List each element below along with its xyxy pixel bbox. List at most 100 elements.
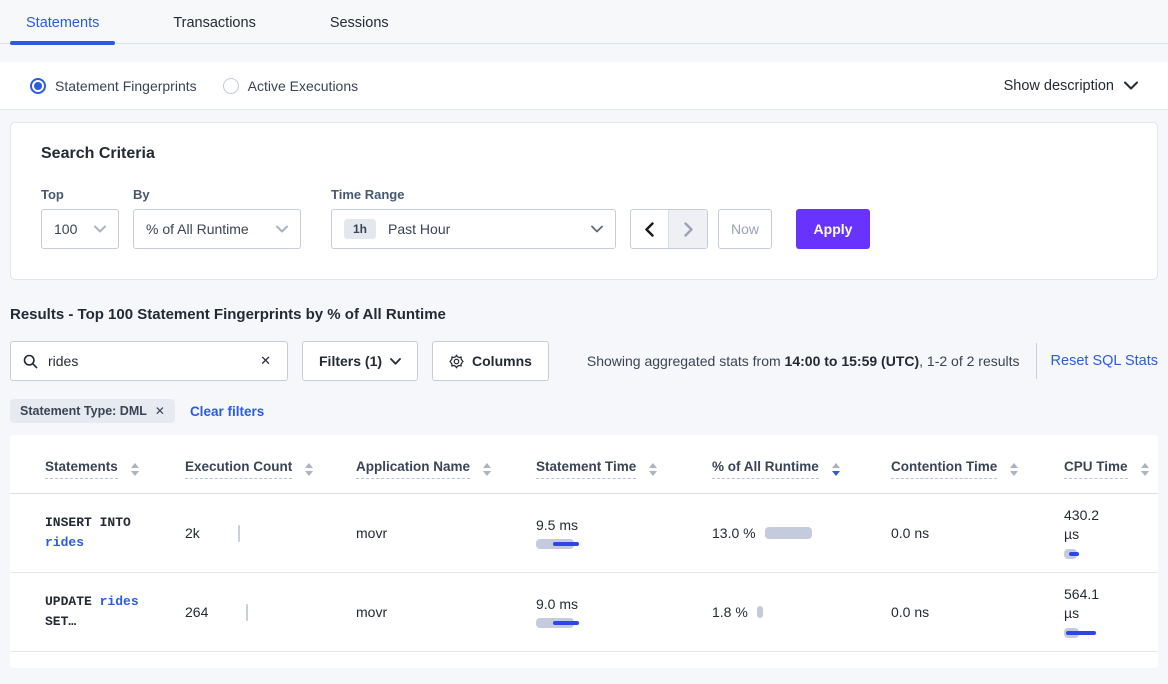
- cpu-time-cell: 564.1 µs: [1064, 585, 1158, 639]
- reset-sql-stats-link[interactable]: Reset SQL Stats: [1050, 353, 1158, 369]
- column-header-contention-time[interactable]: Contention Time: [891, 459, 1064, 479]
- remove-filter-icon[interactable]: ✕: [154, 404, 165, 418]
- application-name-cell: movr: [356, 604, 388, 620]
- pct-runtime-cell: 1.8 %: [712, 602, 891, 622]
- active-filters-row: Statement Type: DML ✕ Clear filters: [10, 399, 1158, 423]
- summary-prefix: Showing aggregated stats from: [586, 353, 781, 369]
- tab-sessions[interactable]: Sessions: [329, 15, 389, 31]
- contention-time-cell: 0.0 ns: [891, 525, 930, 541]
- search-criteria-title: Search Criteria: [41, 145, 155, 162]
- chevron-down-icon: [94, 225, 106, 233]
- column-header-pct-runtime[interactable]: % of All Runtime: [712, 459, 891, 479]
- execution-count-minibar: [237, 524, 240, 542]
- column-header-statement-time[interactable]: Statement Time: [536, 459, 712, 479]
- radio-label: Statement Fingerprints: [55, 77, 197, 94]
- statement-fingerprint-cell[interactable]: UPDATE rides SET…: [45, 594, 139, 629]
- gear-icon: [449, 354, 464, 368]
- time-range-field: Time Range 1h Past Hour: [331, 187, 616, 249]
- now-button[interactable]: Now: [718, 209, 772, 249]
- by-select[interactable]: % of All Runtime: [133, 209, 301, 249]
- results-heading: Results - Top 100 Statement Fingerprints…: [10, 306, 446, 323]
- top-select[interactable]: 100: [41, 209, 119, 249]
- sort-icon: [1140, 462, 1149, 476]
- clear-search-icon[interactable]: ✕: [260, 353, 271, 368]
- search-icon: [23, 354, 38, 368]
- chevron-down-icon: [1124, 81, 1138, 90]
- top-field: Top 100: [41, 187, 119, 249]
- statement-link[interactable]: rides: [99, 594, 139, 609]
- filters-button[interactable]: Filters (1): [302, 341, 419, 381]
- execution-count-cell: 2k: [185, 524, 356, 542]
- chevron-down-icon: [276, 225, 288, 233]
- pct-runtime-bar: [764, 527, 812, 539]
- sort-icon: [1010, 462, 1019, 476]
- sort-icon: [649, 462, 658, 476]
- chevron-down-icon: [591, 225, 603, 233]
- sort-icon: [130, 462, 139, 476]
- search-input[interactable]: [48, 353, 257, 369]
- top-label: Top: [41, 187, 64, 202]
- column-header-statements[interactable]: Statements: [45, 459, 185, 479]
- filter-chip-statement-type[interactable]: Statement Type: DML ✕: [10, 399, 175, 423]
- pct-runtime-cell: 13.0 %: [712, 523, 891, 543]
- statement-link[interactable]: rides: [45, 535, 85, 550]
- tab-statements[interactable]: Statements: [10, 15, 116, 45]
- radio-active-executions[interactable]: Active Executions: [222, 77, 359, 94]
- divider: [1035, 343, 1037, 379]
- tab-transactions[interactable]: Transactions: [173, 15, 256, 31]
- apply-button[interactable]: Apply: [796, 209, 870, 249]
- columns-button[interactable]: Columns: [432, 341, 549, 381]
- column-header-execution-count[interactable]: Execution Count: [185, 459, 356, 479]
- page-gap: [0, 44, 1168, 62]
- filter-chip-label: Statement Type: DML: [20, 404, 147, 418]
- time-range-badge: 1h: [344, 219, 377, 239]
- cpu-time-bar: [1064, 548, 1158, 560]
- execution-count-cell: 264: [185, 603, 356, 621]
- summary-time-window: 14:00 to 15:59 (UTC): [784, 353, 920, 369]
- pct-runtime-bar: [756, 606, 763, 618]
- statement-fingerprint-cell[interactable]: INSERT INTO rides: [45, 515, 131, 550]
- top-tab-bar: Statements Transactions Sessions: [0, 0, 1168, 45]
- clear-filters-link[interactable]: Clear filters: [189, 403, 265, 419]
- radio-statement-fingerprints[interactable]: Statement Fingerprints: [30, 77, 197, 94]
- chevron-down-icon: [390, 357, 401, 365]
- next-interval-button[interactable]: [669, 210, 707, 248]
- statement-time-bar: [536, 617, 712, 629]
- sort-icon-active-desc: [831, 462, 840, 476]
- statement-time-cell: 9.5 ms: [536, 517, 712, 550]
- results-controls: ✕ Filters (1) Columns Showing aggregated…: [10, 341, 1158, 381]
- time-range-label: Time Range: [331, 187, 405, 202]
- radio-unselected-icon: [222, 77, 239, 94]
- previous-interval-button[interactable]: [631, 210, 669, 248]
- application-name-cell: movr: [356, 525, 388, 541]
- columns-button-label: Columns: [472, 353, 532, 369]
- time-range-select[interactable]: 1h Past Hour: [331, 209, 616, 249]
- filters-button-label: Filters (1): [319, 353, 383, 369]
- by-select-value: % of All Runtime: [146, 221, 249, 237]
- execution-count-minibar: [246, 603, 249, 621]
- cpu-time-bar: [1064, 627, 1158, 639]
- contention-time-cell: 0.0 ns: [891, 604, 930, 620]
- show-description-toggle[interactable]: Show description: [1004, 78, 1138, 94]
- time-range-value: Past Hour: [388, 221, 451, 237]
- top-select-value: 100: [54, 221, 78, 237]
- table-row[interactable]: UPDATE rides SET… 264 movr 9.0 ms 1.8 % …: [10, 573, 1158, 652]
- table-row[interactable]: INSERT INTO rides 2k movr 9.5 ms 13.0 % …: [10, 494, 1158, 573]
- cpu-time-cell: 430.2 µs: [1064, 506, 1158, 560]
- show-description-label: Show description: [1003, 77, 1114, 94]
- statement-time-cell: 9.0 ms: [536, 596, 712, 629]
- radio-label: Active Executions: [247, 77, 359, 94]
- statement-search-box[interactable]: ✕: [10, 341, 288, 381]
- column-header-application-name[interactable]: Application Name: [356, 459, 536, 479]
- chevron-left-icon: [645, 221, 654, 237]
- column-header-cpu-time[interactable]: CPU Time: [1064, 459, 1158, 479]
- by-field: By % of All Runtime: [133, 187, 301, 249]
- statement-time-bar: [536, 538, 712, 550]
- chevron-right-icon: [683, 221, 693, 237]
- results-summary: Showing aggregated stats from 14:00 to 1…: [587, 353, 1020, 369]
- radio-selected-icon: [30, 77, 46, 94]
- by-label: By: [133, 187, 150, 202]
- sort-icon: [483, 462, 492, 476]
- sort-icon: [305, 462, 314, 476]
- summary-suffix: , 1-2 of 2 results: [919, 353, 1020, 369]
